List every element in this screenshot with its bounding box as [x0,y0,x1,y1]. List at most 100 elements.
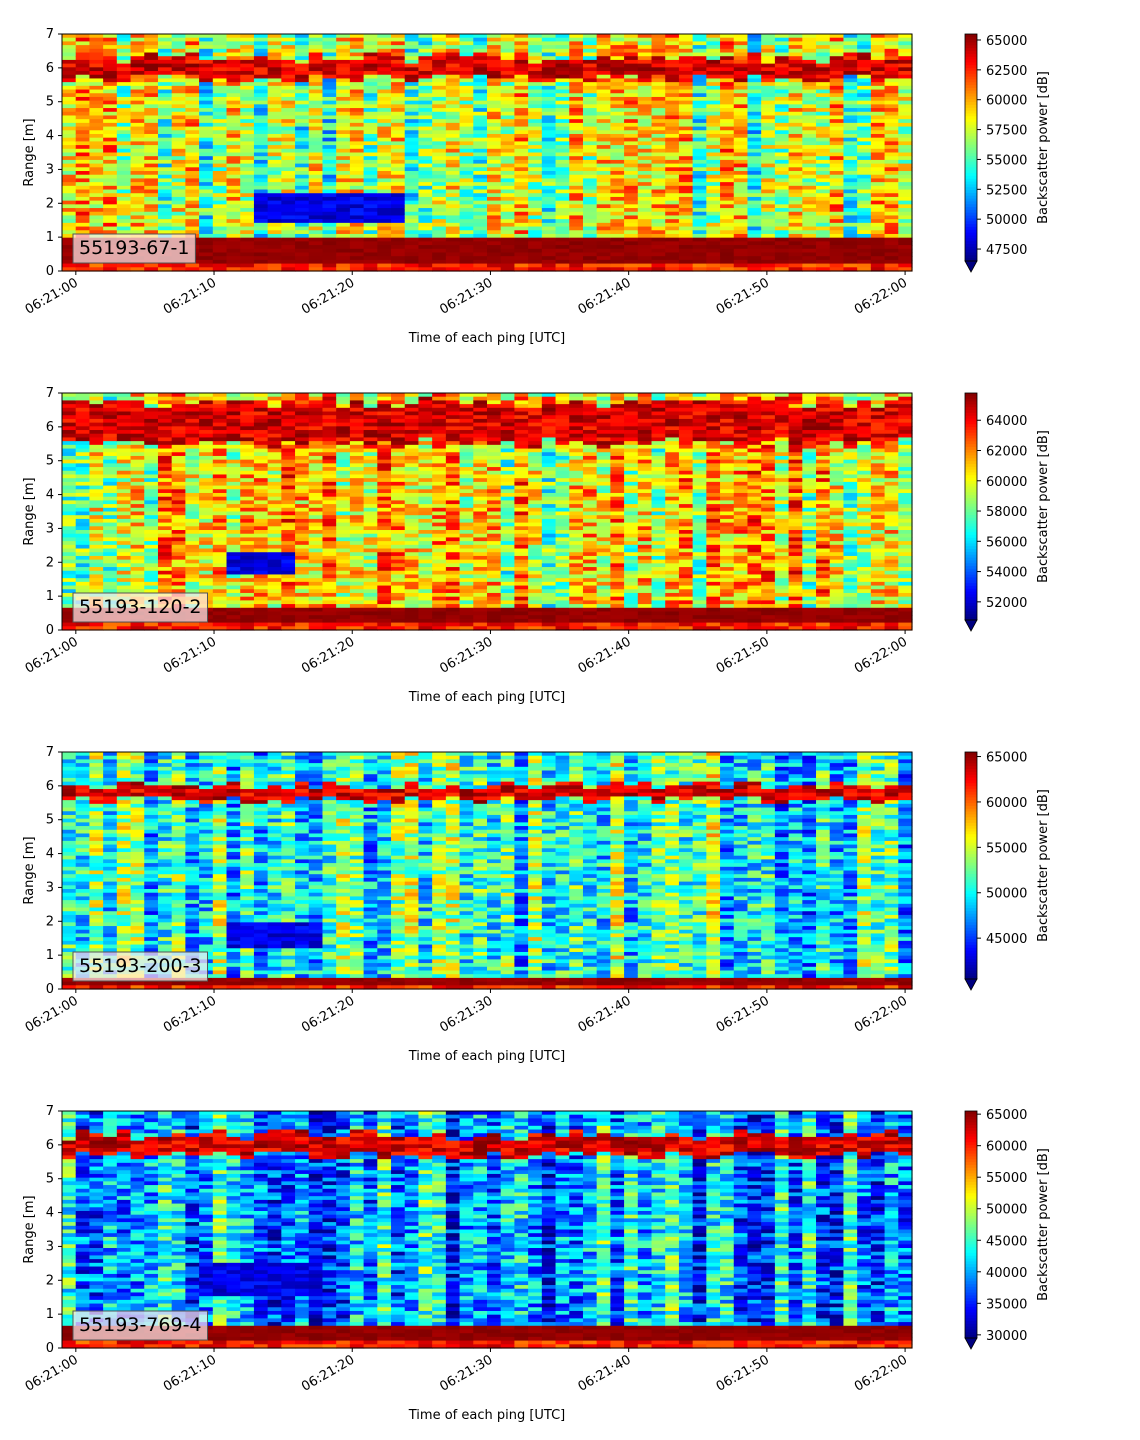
heatmap-cell [720,112,734,116]
heatmap-cell [898,238,912,242]
heatmap-cell [62,90,76,94]
heatmap-cell [158,212,172,216]
heatmap-cell [336,212,350,216]
heatmap-cell [898,260,912,264]
heatmap-cell [830,193,844,197]
heatmap-cell [117,108,131,112]
heatmap-cell [199,149,213,153]
heatmap-cell [514,230,528,234]
heatmap-cell [240,537,254,541]
heatmap-cell [679,82,693,86]
heatmap-cell [240,141,254,145]
heatmap-cell [528,115,542,119]
heatmap-cell [460,230,474,234]
heatmap-cell [62,493,76,497]
heatmap-cell [227,190,241,194]
heatmap-cell [638,201,652,205]
heatmap-cell [857,93,871,97]
heatmap-cell [610,245,624,249]
heatmap-cell [405,223,419,227]
heatmap-cell [281,153,295,157]
heatmap-cell [487,175,501,179]
heatmap-cell [158,190,172,194]
heatmap-cell [199,463,213,467]
heatmap-cell [569,219,583,223]
heatmap-cell [227,171,241,175]
heatmap-cell [172,500,186,504]
heatmap-cell [734,245,748,249]
heatmap-cell [556,178,570,182]
heatmap-cell [679,264,693,268]
heatmap-cell [185,149,199,153]
heatmap-cell [761,149,775,153]
heatmap-cell [377,82,391,86]
heatmap-cell [158,574,172,578]
heatmap-cell [679,241,693,245]
heatmap-cell [857,227,871,231]
heatmap-cell [528,119,542,123]
heatmap-cell [213,537,227,541]
heatmap-cell [446,238,460,242]
heatmap-cell [199,175,213,179]
heatmap-cell [227,497,241,501]
heatmap-cell [857,204,871,208]
heatmap-cell [514,34,528,38]
heatmap-cell [336,223,350,227]
heatmap-cell [830,71,844,75]
heatmap-cell [830,134,844,138]
heatmap-cell [542,178,556,182]
heatmap-cell [240,252,254,256]
heatmap-cell [76,82,90,86]
heatmap-cell [418,145,432,149]
heatmap-cell [117,449,131,453]
heatmap-cell [734,75,748,79]
heatmap-cell [624,34,638,38]
heatmap-cell [391,104,405,108]
heatmap-cell [693,230,707,234]
heatmap-cell [364,234,378,238]
heatmap-cell [309,104,323,108]
heatmap-cell [62,34,76,38]
heatmap-cell [473,34,487,38]
heatmap-cell [185,500,199,504]
heatmap-cell [898,178,912,182]
heatmap-cell [830,238,844,242]
heatmap-cell [775,256,789,260]
heatmap-cell [185,582,199,586]
heatmap-cell [528,245,542,249]
heatmap-cell [213,71,227,75]
heatmap-cell [418,212,432,216]
heatmap-cell [638,53,652,57]
heatmap-cell [391,201,405,205]
heatmap-cell [172,75,186,79]
heatmap-cell [62,130,76,134]
heatmap-cell [227,541,241,545]
heatmap-cell [377,204,391,208]
heatmap-cell [857,167,871,171]
heatmap-cell [144,49,158,53]
heatmap-cell [103,67,117,71]
heatmap-cell [473,249,487,253]
heatmap-cell [706,227,720,231]
heatmap-cell [62,97,76,101]
heatmap-cell [514,197,528,201]
heatmap-cell [144,34,158,38]
heatmap-cell [76,437,90,441]
heatmap-cell [405,204,419,208]
heatmap-cell [885,112,899,116]
heatmap-cell [76,56,90,60]
heatmap-cell [446,86,460,90]
heatmap-cell [898,175,912,179]
heatmap-cell [89,227,103,231]
heatmap-cell [679,182,693,186]
heatmap-cell [501,112,515,116]
heatmap-cell [885,71,899,75]
heatmap-cell [583,145,597,149]
heatmap-cell [405,160,419,164]
heatmap-cell [487,215,501,219]
heatmap-cell [679,119,693,123]
heatmap-cell [89,393,103,397]
heatmap-cell [254,90,268,94]
heatmap-cell [240,545,254,549]
heatmap-cell [569,241,583,245]
